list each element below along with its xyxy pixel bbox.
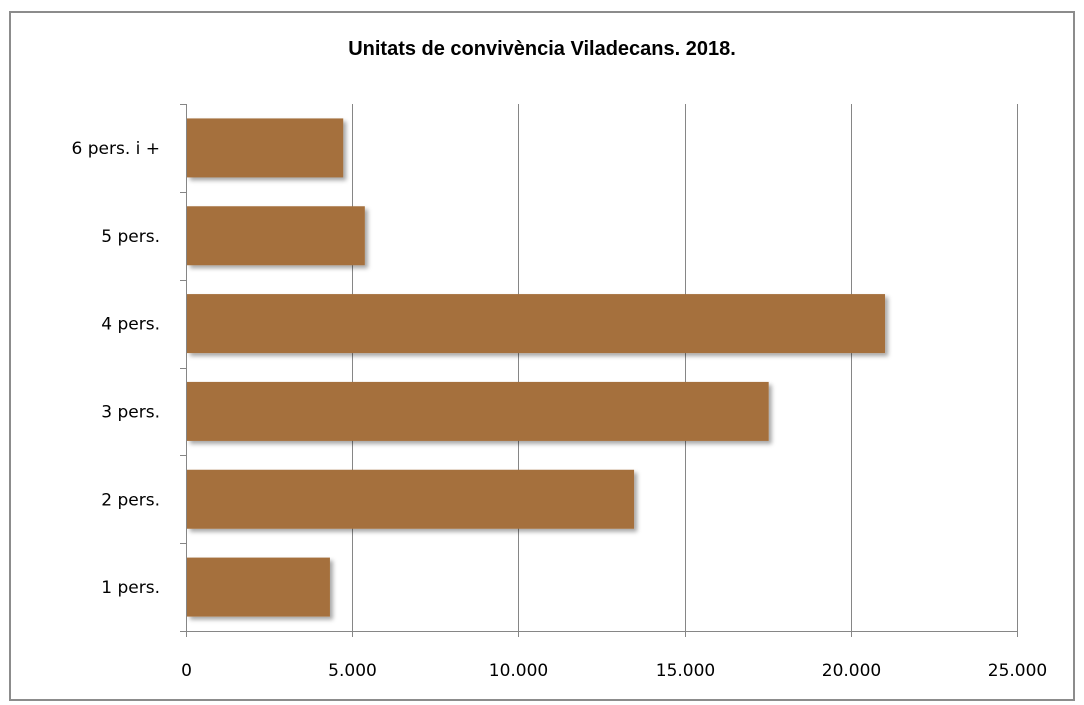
y-tick-labels: 1 pers. 2 pers. 3 pers. 4 pers. 5 pers. 6 per…	[72, 139, 161, 598]
chart-title: Unitats de convivència Viladecans. 2018.	[348, 38, 736, 60]
x-tick-label: 0	[181, 661, 192, 681]
bar	[187, 469, 635, 529]
y-tick-label: 1 pers.	[101, 578, 160, 598]
bar	[187, 557, 330, 617]
bar	[187, 381, 769, 441]
y-tick-label: 2 pers.	[101, 490, 160, 510]
gridlines	[352, 104, 1018, 631]
y-tick-label: 5 pers.	[101, 227, 160, 247]
x-tick-label: 20.000	[822, 661, 881, 681]
x-tick-label: 10.000	[489, 661, 548, 681]
y-tick-label: 3 pers.	[101, 402, 160, 422]
x-tick-label: 5.000	[328, 661, 377, 681]
axes	[180, 104, 1018, 637]
bar	[187, 206, 365, 266]
bar	[187, 118, 344, 178]
x-tick-labels: 0 5.000 10.000 15.000 20.000 25.000	[181, 661, 1047, 681]
x-tick-label: 25.000	[988, 661, 1047, 681]
y-tick-label: 4 pers.	[101, 315, 160, 335]
bar	[187, 294, 886, 354]
x-tick-label: 15.000	[656, 661, 715, 681]
bars	[187, 118, 886, 617]
y-tick-label: 6 pers. i +	[72, 139, 161, 159]
